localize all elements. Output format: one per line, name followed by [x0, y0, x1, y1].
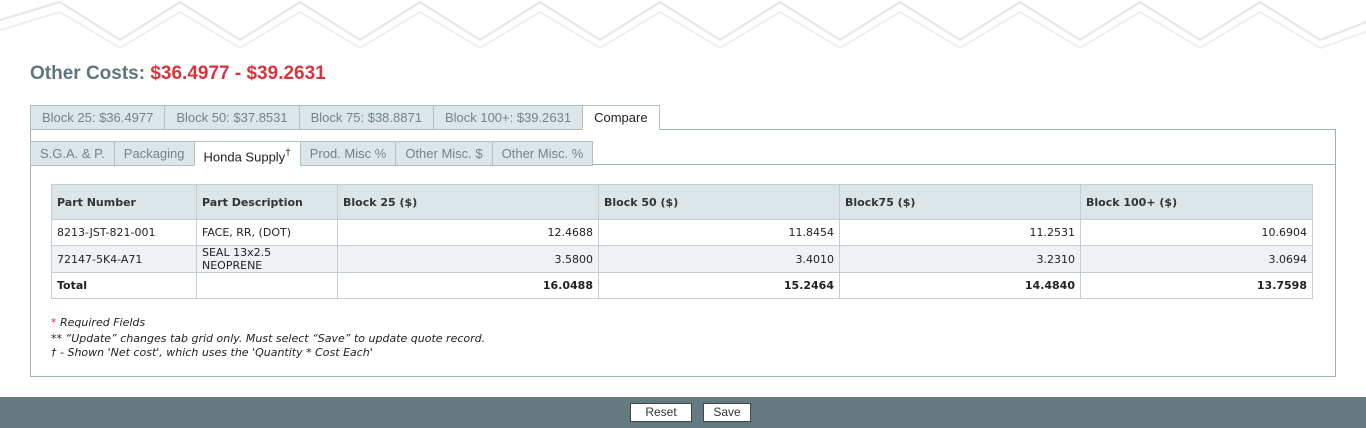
- divider: [31, 164, 1335, 165]
- subtab-bar: S.G.A. & P. Packaging Honda Supply† Prod. M…: [30, 141, 594, 166]
- table-cell: 3.5800: [337, 245, 599, 273]
- subtab[interactable]: S.G.A. & P.: [30, 141, 114, 166]
- column-header: Block 25 ($): [337, 184, 599, 220]
- table-cell: FACE, RR, (DOT): [196, 219, 338, 246]
- column-header: Part Description: [196, 184, 338, 220]
- subtab-label: Packaging: [123, 146, 185, 161]
- column-header: Block75 ($): [839, 184, 1081, 220]
- table-cell: 3.0694: [1080, 245, 1313, 273]
- title: Other Costs: $36.4977 - $39.2631: [30, 63, 326, 85]
- table-cell: 15.2464: [598, 272, 840, 299]
- table-cell: 3.4010: [598, 245, 840, 273]
- subtab[interactable]: Honda Supply†: [193, 141, 300, 166]
- column-header: Part Number: [51, 184, 197, 220]
- subtab-label: Honda Supply: [203, 149, 286, 165]
- required-marker: *: [51, 316, 57, 329]
- tab[interactable]: Block 50: $37.8531: [164, 105, 299, 130]
- note: * Required Fields: [51, 316, 145, 329]
- subtab-label: Other Misc. %: [501, 146, 584, 161]
- tab[interactable]: Block 75: $38.8871: [298, 105, 433, 130]
- subtab-label: S.G.A. & P.: [40, 146, 105, 161]
- table-cell: 13.7598: [1080, 272, 1313, 299]
- subtab[interactable]: Other Misc. $: [395, 141, 492, 166]
- subtab-marker: †: [285, 148, 291, 159]
- table-cell: 11.2531: [839, 219, 1081, 246]
- save-button[interactable]: Save: [703, 403, 751, 422]
- table-row: Total 16.0488 15.2464 14.4840 13.7598: [51, 272, 1313, 299]
- subtab[interactable]: Prod. Misc %: [299, 141, 396, 166]
- background-zigzag: [0, 0, 1366, 50]
- subtab-label: Other Misc. $: [405, 146, 483, 161]
- table-cell: 14.4840: [839, 272, 1081, 299]
- subtab[interactable]: Packaging: [113, 141, 194, 166]
- tab-bar: Block 25: $36.4977 Block 50: $37.8531 Bloc…: [30, 105, 660, 130]
- table-cell: 10.6904: [1080, 219, 1313, 246]
- column-header: Block 100+ ($): [1080, 184, 1313, 220]
- subtab[interactable]: Other Misc. %: [491, 141, 594, 166]
- table-row: 8213-JST-821-001 FACE, RR, (DOT) 12.4688 11…: [51, 219, 1313, 246]
- table-row: 72147-5K4-A71 SEAL 13x2.5 NEOPRENE 3.5800 3…: [51, 245, 1313, 273]
- table-cell: 12.4688: [337, 219, 599, 246]
- tab[interactable]: Block 100+: $39.2631: [432, 105, 583, 130]
- tab[interactable]: Block 25: $36.4977: [30, 105, 165, 130]
- title-label: Other Costs:: [30, 63, 146, 84]
- cost-table: Part Number Part Description Block 25 ($) B…: [51, 184, 1313, 299]
- reset-button[interactable]: Reset: [630, 403, 692, 422]
- subtab-label: Prod. Misc %: [309, 146, 387, 161]
- table-cell: 8213-JST-821-001: [51, 219, 197, 246]
- column-header: Block 50 ($): [598, 184, 840, 220]
- table-cell: SEAL 13x2.5 NEOPRENE: [196, 245, 338, 273]
- header-row: Part Number Part Description Block 25 ($) B…: [51, 184, 1313, 220]
- table-cell: 72147-5K4-A71: [51, 245, 197, 273]
- table-cell: 3.2310: [839, 245, 1081, 273]
- note: ** “Update” changes tab grid only. Must …: [51, 332, 486, 345]
- footer-bar: Reset Save: [0, 397, 1366, 428]
- title-range: $36.4977 - $39.2631: [150, 63, 326, 84]
- table-cell: 16.0488: [337, 272, 599, 299]
- table-cell: [196, 272, 338, 299]
- tab[interactable]: Compare: [582, 105, 660, 130]
- table-cell: Total: [51, 272, 197, 299]
- table-cell: 11.8454: [598, 219, 840, 246]
- note-text: Required Fields: [60, 316, 146, 329]
- note: † - Shown 'Net cost', which uses the 'Qu…: [51, 346, 373, 359]
- panel: [30, 129, 1336, 377]
